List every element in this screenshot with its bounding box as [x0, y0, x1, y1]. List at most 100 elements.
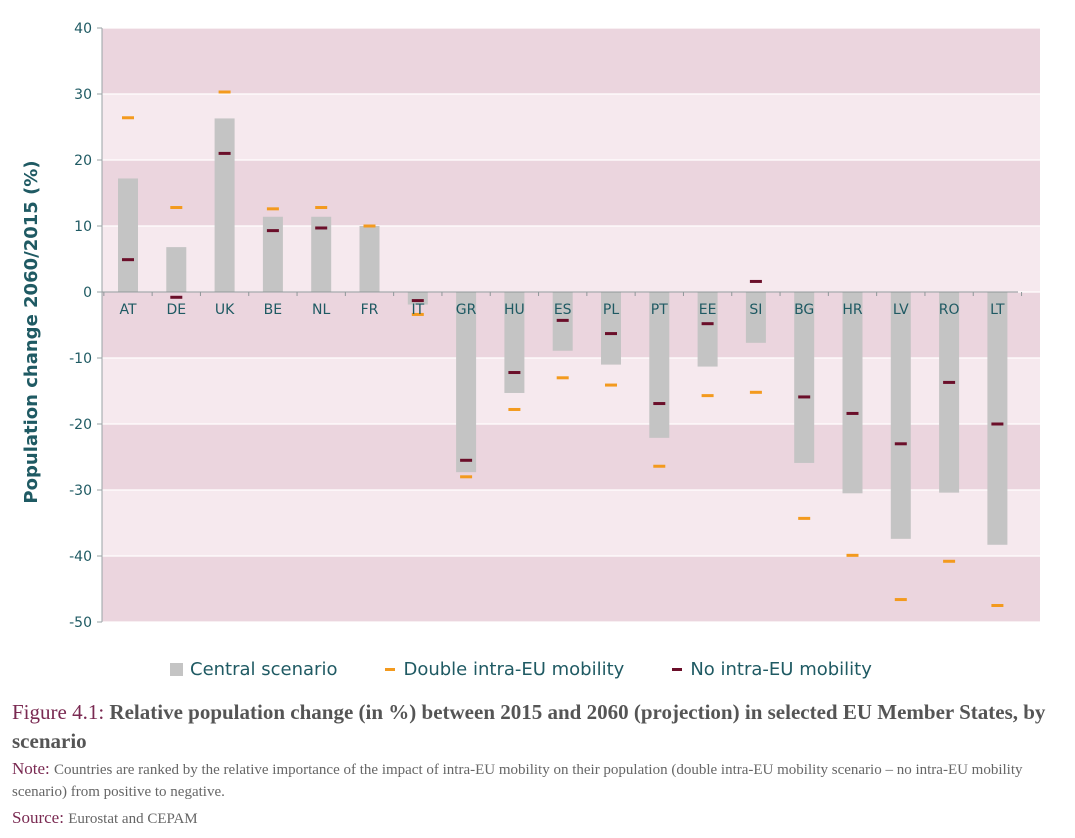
no-mobility-marker-lv [894, 442, 907, 446]
figure-source: Source: Eurostat and CEPAM [12, 807, 1062, 830]
chart-legend: Central scenario Double intra-EU mobilit… [170, 656, 920, 682]
bar-be [262, 216, 283, 292]
bar-pl [601, 292, 621, 365]
no-mobility-marker-de [170, 295, 183, 299]
no-mobility-marker-lt [991, 422, 1004, 426]
bar-bg [794, 292, 815, 463]
x-label-pl: PL [603, 302, 619, 318]
bar-pt [649, 292, 670, 438]
no-mobility-markers [122, 151, 1004, 462]
source-text: Eurostat and CEPAM [68, 811, 198, 827]
x-axis-labels: AT DE UK BE NL FR IT GR HU ES PL PT EE SI BG HR LV RO LT [119, 302, 1005, 318]
band [102, 226, 1040, 292]
double-marker-bg [798, 516, 811, 520]
note-text: Countries are ranked by the relative imp… [12, 762, 1023, 800]
legend-none-label: No intra-EU mobility [690, 658, 872, 680]
no-mobility-marker-bg [798, 395, 811, 399]
double-marker-ro [943, 559, 956, 563]
y-tick-label: -10 [69, 351, 92, 367]
x-label-ro: RO [939, 302, 960, 318]
double-mobility-markers [122, 90, 1004, 607]
no-mobility-marker-at [122, 258, 134, 262]
no-mobility-marker-pl [605, 332, 617, 336]
no-mobility-marker-ro [943, 380, 956, 384]
bar-gr [456, 292, 477, 473]
central-swatch [170, 662, 183, 676]
x-label-fr: FR [361, 302, 379, 318]
x-label-it: IT [411, 302, 424, 318]
legend-central: Central scenario [170, 659, 337, 680]
x-label-ee: EE [699, 302, 717, 318]
bar-lv [890, 292, 911, 539]
y-axis-ticks: 40 30 20 10 0 -10 -20 -30 -40 -50 [69, 21, 102, 631]
bar-de [166, 247, 187, 292]
x-label-pt: PT [651, 302, 668, 318]
bar-ro [939, 292, 960, 493]
band [102, 556, 1040, 622]
band [102, 490, 1040, 556]
bar-hu [504, 292, 525, 393]
y-axis-title: Population change 2060/2015 (%) [21, 160, 42, 503]
no-mobility-marker-hu [508, 371, 521, 375]
x-label-si: SI [749, 302, 762, 318]
double-marker-gr [460, 475, 473, 479]
double-marker-lv [894, 598, 907, 602]
bar-nl [311, 216, 332, 292]
x-label-at: AT [119, 302, 136, 318]
double-marker-it [411, 312, 424, 316]
double-marker-de [170, 206, 183, 210]
x-label-gr: GR [456, 302, 477, 318]
y-tick-label: -20 [69, 417, 92, 433]
double-marker-es [556, 376, 569, 380]
no-mobility-marker-nl [315, 226, 328, 230]
central-scenario-bars [118, 118, 1008, 545]
double-swatch [385, 667, 396, 671]
figure-heading: Figure 4.1: Relative population change (… [12, 698, 1062, 756]
y-tick-label: -40 [69, 549, 92, 565]
y-tick-label: 0 [83, 285, 92, 301]
y-tick-label: -50 [69, 615, 92, 631]
no-mobility-marker-uk [218, 151, 231, 155]
figure-note: Note: Countries are ranked by the relati… [12, 758, 1062, 803]
x-label-uk: UK [215, 302, 235, 318]
no-mobility-marker-ee [701, 322, 714, 326]
double-marker-fr [363, 224, 376, 228]
double-marker-be [266, 207, 279, 211]
no-mobility-marker-hr [846, 411, 859, 415]
band [102, 28, 1040, 94]
no-mobility-marker-es [556, 318, 569, 322]
band [102, 94, 1040, 160]
legend-central-label: Central scenario [190, 658, 338, 680]
double-marker-ee [701, 394, 714, 398]
x-label-bg: BG [794, 302, 814, 318]
double-marker-pt [653, 464, 666, 468]
bar-uk [214, 118, 235, 292]
note-label: Note: [12, 759, 55, 778]
double-marker-nl [315, 206, 328, 210]
legend-double: Double intra-EU mobility [385, 659, 624, 680]
no-mobility-marker-gr [460, 458, 473, 462]
y-tick-label: 40 [74, 21, 92, 37]
x-label-es: ES [554, 302, 572, 318]
x-label-hr: HR [842, 302, 863, 318]
population-change-chart: 40 30 20 10 0 -10 -20 -30 -40 -50 AT DE UK BE NL FR IT G… [21, 21, 1040, 631]
bar-si [745, 292, 766, 343]
bar-at [118, 178, 138, 292]
double-marker-hu [508, 407, 521, 411]
double-marker-si [749, 390, 762, 394]
x-label-lv: LV [893, 302, 909, 318]
legend-double-label: Double intra-EU mobility [403, 658, 625, 680]
y-tick-label: -30 [69, 483, 92, 499]
x-label-hu: HU [504, 302, 525, 318]
gridlines [101, 27, 1040, 623]
band [102, 358, 1040, 424]
band [102, 160, 1040, 226]
y-tick-label: 10 [74, 219, 92, 235]
legend-none: No intra-EU mobility [672, 659, 872, 680]
figure-label: Figure 4.1: [12, 700, 110, 724]
double-marker-uk [218, 90, 231, 94]
bar-hr [842, 292, 863, 494]
none-swatch [672, 667, 683, 671]
x-label-be: BE [264, 302, 282, 318]
double-marker-at [122, 116, 134, 120]
